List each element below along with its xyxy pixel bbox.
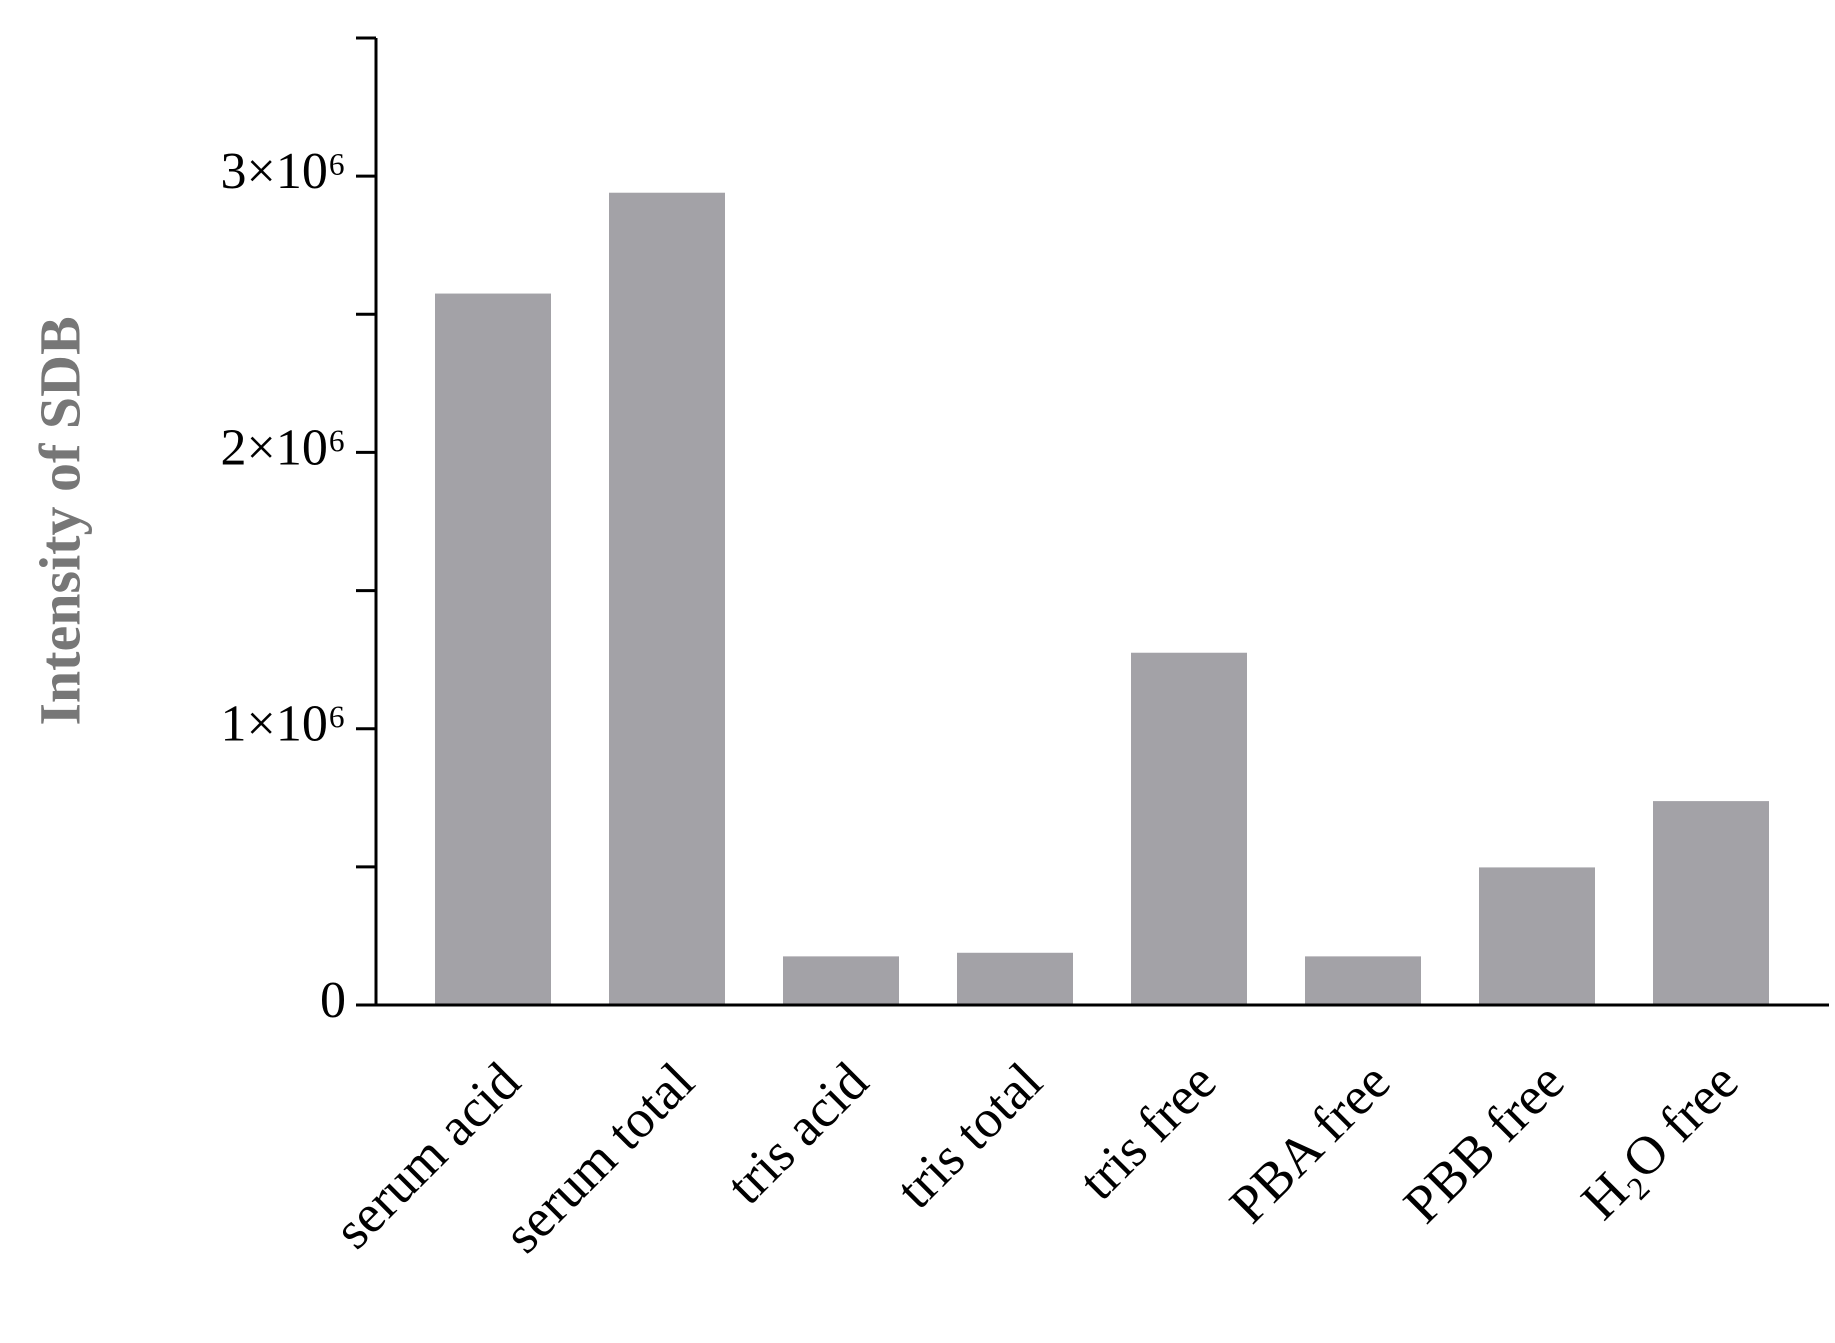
bar [1131, 652, 1247, 1005]
x-tick-label: serum total [492, 1051, 705, 1264]
bar [435, 293, 551, 1005]
x-tick-label: tris total [885, 1051, 1054, 1220]
bar [1653, 801, 1769, 1005]
x-tick-label: PBA free [1218, 1051, 1401, 1234]
bar [1479, 867, 1595, 1005]
x-tick-label: tris free [1067, 1051, 1227, 1211]
bar [1305, 956, 1421, 1005]
y-axis-label: Intensity of SDB [27, 316, 92, 725]
y-tick-label: 0 [320, 972, 346, 1029]
x-tick-label: PBB free [1392, 1051, 1575, 1234]
x-tick-label: H₂O free [1570, 1051, 1750, 1231]
y-tick-label: 2×10⁶ [221, 419, 346, 476]
x-tick-label: tris acid [715, 1051, 879, 1215]
y-tick-label: 1×10⁶ [221, 696, 346, 753]
y-tick-label: 3×10⁶ [221, 143, 346, 200]
bar [957, 952, 1073, 1005]
bar [609, 192, 725, 1006]
bar [783, 956, 899, 1005]
